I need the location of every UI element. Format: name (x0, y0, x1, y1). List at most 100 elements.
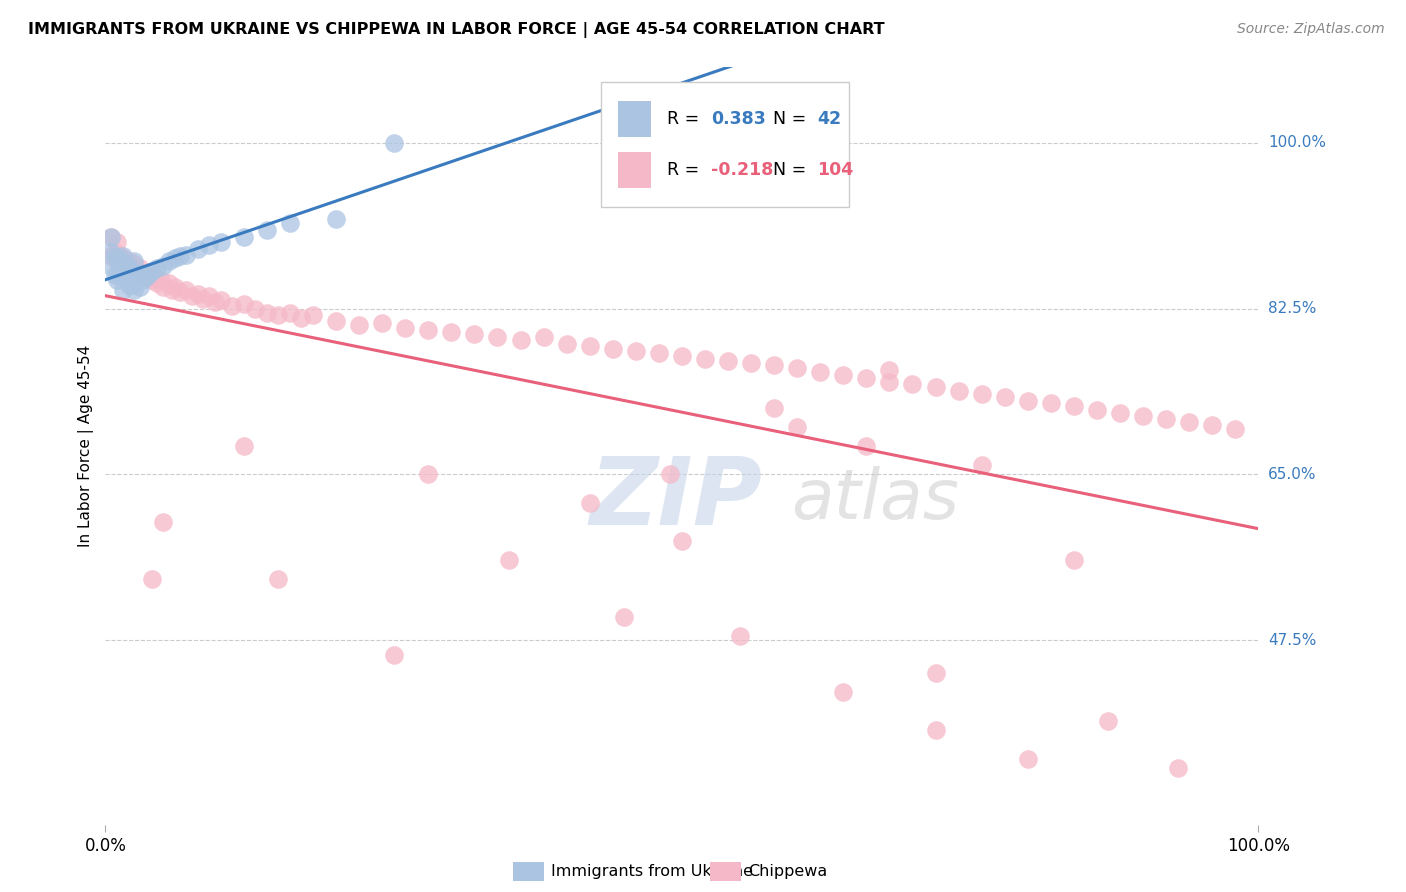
Point (204, 294, 226, 310)
Point (174, 283, 197, 297)
Text: -0.218: -0.218 (711, 161, 773, 179)
FancyBboxPatch shape (602, 82, 849, 207)
Point (1109, 406, 1132, 420)
Point (578, 496, 600, 510)
Point (763, 401, 786, 416)
Point (129, 267, 152, 281)
Point (152, 259, 174, 273)
Point (146, 260, 169, 275)
Point (209, 293, 232, 307)
Text: Chippewa: Chippewa (748, 864, 827, 879)
Point (578, 339, 600, 353)
Point (104, 250, 127, 264)
Point (131, 273, 153, 287)
Point (104, 244, 127, 259)
Point (138, 267, 160, 281)
Point (141, 273, 163, 287)
Point (624, 344, 647, 359)
Point (325, 211, 347, 226)
Point (146, 276, 169, 290)
Point (1225, 422, 1247, 436)
Point (209, 235, 232, 250)
Bar (619, 152, 651, 188)
Point (105, 254, 128, 268)
Text: 42: 42 (817, 111, 841, 128)
Point (198, 289, 221, 303)
Point (221, 299, 243, 313)
Point (174, 247, 197, 261)
Point (135, 270, 157, 285)
Point (152, 280, 174, 294)
Point (717, 353, 740, 368)
Point (115, 270, 138, 285)
Point (394, 320, 416, 334)
Point (232, 230, 254, 244)
Point (117, 260, 139, 275)
Point (124, 254, 146, 268)
Point (105, 235, 128, 250)
Point (671, 533, 693, 548)
Point (382, 648, 405, 662)
Text: R =: R = (666, 111, 704, 128)
Point (256, 223, 278, 237)
Text: ZIP: ZIP (589, 453, 762, 545)
Point (832, 685, 855, 699)
Point (1063, 399, 1085, 413)
Point (1178, 415, 1201, 429)
Text: Immigrants from Ukraine: Immigrants from Ukraine (551, 864, 754, 879)
Point (100, 230, 122, 244)
Point (129, 260, 152, 275)
Point (120, 263, 142, 277)
Point (100, 259, 122, 273)
Point (613, 609, 636, 624)
Point (108, 268, 131, 283)
Point (115, 257, 138, 271)
Point (418, 467, 440, 482)
Point (278, 216, 301, 230)
Point (124, 257, 146, 271)
Point (1167, 761, 1189, 775)
Point (100, 244, 122, 259)
Point (187, 287, 209, 301)
Point (180, 289, 204, 303)
Point (786, 420, 808, 434)
Point (278, 306, 301, 320)
Point (1039, 396, 1062, 410)
Point (1017, 393, 1039, 408)
Point (117, 277, 139, 292)
Text: 104: 104 (817, 161, 853, 179)
Point (924, 723, 946, 738)
Point (1097, 714, 1119, 728)
Point (124, 268, 146, 283)
Point (120, 277, 142, 292)
Point (602, 343, 624, 357)
Point (152, 515, 174, 529)
Text: Source: ZipAtlas.com: Source: ZipAtlas.com (1237, 22, 1385, 37)
Point (763, 359, 786, 373)
Point (111, 267, 134, 281)
Point (142, 270, 165, 285)
Point (924, 666, 946, 681)
Point (1132, 409, 1154, 423)
Point (1085, 403, 1108, 417)
Point (135, 270, 157, 285)
Point (111, 252, 134, 266)
Point (371, 316, 394, 330)
Point (671, 349, 693, 363)
Point (157, 276, 180, 290)
Point (509, 333, 531, 347)
Point (141, 572, 163, 586)
Point (347, 318, 370, 332)
Point (440, 325, 463, 339)
Point (157, 254, 180, 268)
Point (418, 323, 440, 337)
Point (382, 136, 405, 150)
Point (1201, 418, 1223, 433)
Point (901, 377, 924, 392)
Point (117, 254, 139, 268)
Point (659, 467, 682, 482)
Point (486, 330, 509, 344)
Point (740, 355, 762, 369)
Point (256, 306, 278, 320)
Point (141, 263, 163, 277)
